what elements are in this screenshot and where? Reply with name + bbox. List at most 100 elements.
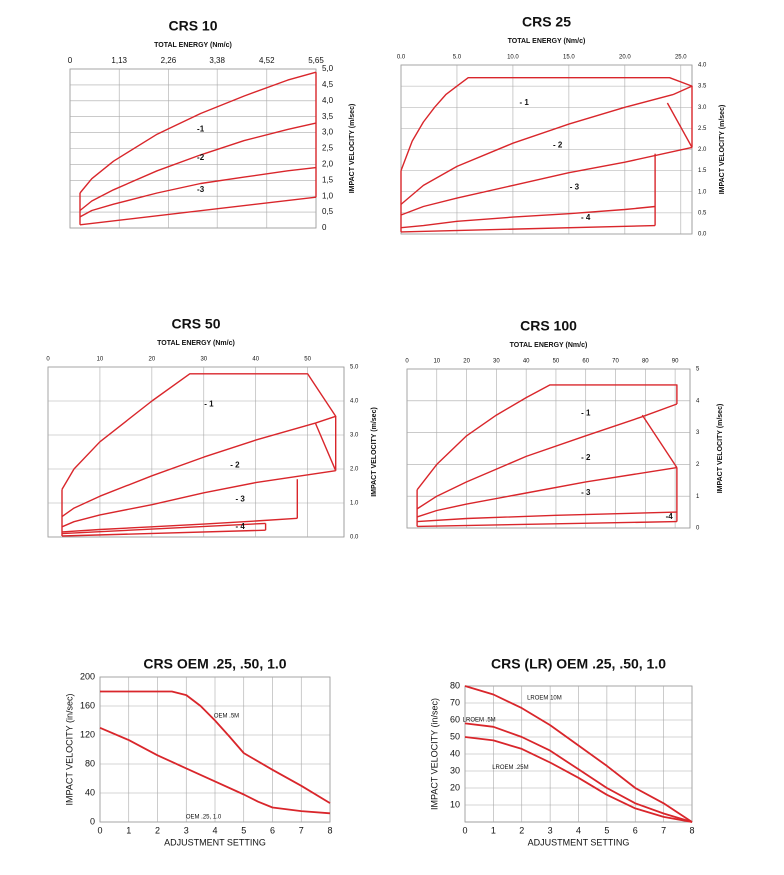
y-tick-label: 3 [696,430,700,436]
annotation: LROEM .5M [463,718,496,724]
x-tick-label: 6 [270,825,275,835]
y-tick-label: 70 [450,697,460,707]
x-tick-label: 40 [523,359,530,365]
x-tick-label: 10.0 [507,55,519,61]
x-tick-label: 30 [200,357,207,363]
x-tick-label: 50 [304,357,311,363]
data-line [464,736,693,823]
x-tick-label: 90 [672,359,679,365]
annotation: - 2 [230,461,240,470]
annotation: -4 [666,512,674,521]
y-tick-label: 30 [450,765,460,775]
y-tick-label: 40 [450,748,460,758]
x-tick-label: 4 [212,825,217,835]
x-tick-label: 25.0 [675,55,687,61]
x-axis-label: TOTAL ENERGY (Nm/c) [154,42,232,49]
y-tick-label: 1 [696,494,700,500]
y-tick-label: 40 [85,787,95,797]
y-tick-label: 80 [85,758,95,768]
y-tick-label: 4,0 [322,96,334,105]
data-line [99,726,331,815]
x-tick-label: 8 [689,825,694,835]
data-line [61,373,337,490]
y-tick-label: 1,0 [322,191,334,200]
x-tick-label: 2,26 [161,56,177,65]
x-tick-label: 5 [241,825,246,835]
y-tick-label: 10 [450,799,460,809]
data-line [416,466,678,518]
y-tick-label: 1.0 [698,189,707,195]
x-tick-label: 0 [46,357,50,363]
y-tick-label: 5 [696,367,700,373]
data-line [79,122,317,212]
x-axis-label: TOTAL ENERGY (Nm/c) [508,38,586,45]
chart-title: CRS (LR) OEM .25, .50, 1.0 [491,656,666,672]
data-line [400,205,656,229]
y-tick-label: 50 [450,731,460,741]
y-tick-label: 1,5 [322,175,334,184]
data-line [666,102,693,148]
chart-title: CRS 25 [522,14,571,30]
annotation: - 3 [570,183,580,192]
data-line [79,196,317,226]
data-line [79,71,317,194]
annotation: - 3 [235,495,245,504]
y-tick-label: 20 [450,782,460,792]
x-tick-label: 1 [126,825,131,835]
data-line [400,77,693,171]
x-tick-label: 5.0 [453,55,462,61]
x-tick-label: 50 [553,359,560,365]
data-line [400,93,674,205]
data-line [314,422,337,471]
y-tick-label: 4.0 [698,63,707,69]
y-tick-label: 2,0 [322,160,334,169]
y-tick-label: 0 [322,223,327,232]
y-tick-label: 3.0 [350,433,359,439]
chart-title: CRS OEM .25, .50, 1.0 [143,656,286,672]
y-tick-label: 0 [696,526,700,532]
x-tick-label: 1,13 [111,56,127,65]
x-tick-label: 20 [149,357,156,363]
chart-title: CRS 50 [171,316,220,332]
x-tick-label: 0 [405,359,409,365]
y-axis-label: IMPACT VELOCITY (in/sec) [429,698,439,810]
x-tick-label: 20 [463,359,470,365]
x-axis-label: ADJUSTMENT SETTING [528,837,630,847]
x-tick-label: 0 [97,825,102,835]
x-tick-label: 10 [433,359,440,365]
x-tick-label: 5 [604,825,609,835]
y-tick-label: 120 [80,729,95,739]
chart-title: CRS 100 [520,318,577,334]
y-tick-label: 3.0 [698,105,707,111]
plot-frame [47,366,345,538]
x-tick-label: 0 [462,825,467,835]
x-tick-label: 70 [612,359,619,365]
x-tick-label: 4,52 [259,56,275,65]
data-line [417,520,677,528]
x-tick-label: 3 [184,825,189,835]
annotation: - 2 [553,140,563,149]
y-tick-label: 200 [80,671,95,681]
data-line [61,529,266,537]
annotation: -1 [197,125,205,134]
x-tick-label: 15.0 [563,55,575,61]
data-line [61,517,298,533]
data-line [400,224,656,233]
y-tick-label: 160 [80,700,95,710]
y-tick-label: 2 [696,462,700,468]
x-tick-label: 4 [576,825,581,835]
x-axis-label: TOTAL ENERGY (Nm/c) [157,340,235,347]
x-tick-label: 7 [299,825,304,835]
x-tick-label: 20.0 [619,55,631,61]
annotation: - 4 [235,522,245,531]
data-line [400,146,693,216]
y-axis-label: IMPACT VELOCITY (m/sec) [719,105,726,195]
y-tick-label: 4.0 [350,399,359,405]
x-tick-label: 80 [642,359,649,365]
x-tick-label: 7 [661,825,666,835]
annotation: - 1 [519,98,529,107]
x-tick-label: 6 [633,825,638,835]
x-tick-label: 5,65 [308,56,324,65]
x-tick-label: 30 [493,359,500,365]
